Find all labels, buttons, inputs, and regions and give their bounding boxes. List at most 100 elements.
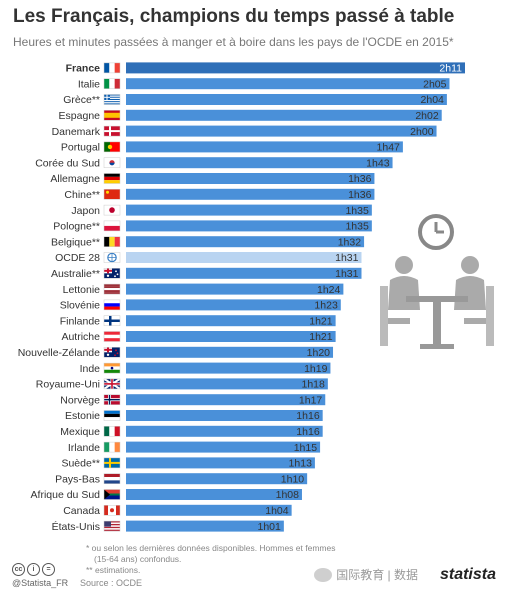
flag-oecd-icon	[103, 252, 121, 263]
bar-9	[126, 204, 372, 216]
twitter-handle[interactable]: @Statista_FR	[12, 578, 69, 588]
bar-17	[126, 331, 336, 342]
flag-fr-icon	[103, 62, 121, 74]
value-label-15: 1h23	[314, 300, 338, 312]
value-label-17: 1h21	[309, 331, 333, 343]
statista-logo[interactable]: statista	[439, 566, 496, 583]
bar-8	[126, 188, 375, 200]
bar-16	[126, 315, 336, 327]
bar-25	[126, 457, 315, 469]
value-label-8: 1h36	[348, 189, 372, 201]
category-label-6: Corée du Sud	[35, 157, 100, 169]
bar-5	[126, 141, 403, 153]
value-label-14: 1h24	[317, 284, 341, 296]
bar-23	[126, 425, 323, 437]
no-derivatives-icon[interactable]: =	[42, 563, 55, 576]
value-label-11: 1h32	[338, 236, 362, 248]
flag-nz-icon	[103, 347, 121, 358]
category-label-12: OCDE 28	[55, 252, 100, 264]
category-label-21: Norvège	[60, 394, 100, 406]
value-label-2: 2h04	[421, 94, 445, 106]
category-label-22: Estonie	[65, 410, 100, 422]
bar-28	[126, 504, 292, 516]
flag-us-icon	[103, 520, 121, 532]
flag-jp-icon	[103, 204, 121, 216]
value-label-25: 1h13	[289, 458, 313, 470]
category-label-27: Afrique du Sud	[31, 489, 101, 501]
value-label-13: 1h31	[335, 268, 359, 280]
bar-18	[126, 346, 334, 358]
footnote-line-3: ** estimations.	[86, 565, 141, 575]
bar-chart: France 2h11 Italie 2h05 Grèce** 2h04 Espagne 2h…	[18, 62, 465, 533]
flag-de-icon	[103, 173, 121, 184]
category-label-23: Mexique	[60, 426, 100, 438]
value-label-19: 1h19	[304, 363, 328, 375]
flag-in-icon	[103, 362, 121, 374]
category-label-24: Irlande	[68, 442, 100, 454]
category-label-1: Italie	[78, 78, 100, 90]
bar-14	[126, 283, 344, 295]
bar-6	[126, 157, 393, 169]
value-label-6: 1h43	[366, 157, 390, 169]
category-label-19: Inde	[80, 363, 101, 375]
footnote-line-1: * ou selon les dernières données disponi…	[86, 543, 336, 553]
flag-si-icon	[103, 299, 121, 311]
flag-lv-icon	[103, 283, 121, 295]
category-label-17: Autriche	[61, 331, 100, 343]
bar-1	[126, 78, 450, 90]
flag-it-icon	[103, 78, 121, 89]
bar-2	[126, 94, 447, 105]
cc-icon[interactable]: cc	[12, 563, 25, 576]
category-label-25: Suède**	[61, 458, 100, 470]
category-label-4: Danemark	[52, 126, 101, 138]
value-label-16: 1h21	[309, 315, 333, 327]
bar-20	[126, 378, 328, 390]
value-label-7: 1h36	[348, 173, 372, 185]
flag-za-icon	[103, 489, 121, 500]
flag-cn-icon	[103, 189, 121, 200]
category-label-20: Royaume-Uni	[36, 379, 100, 391]
bar-21	[126, 394, 326, 406]
value-label-21: 1h17	[299, 394, 323, 406]
value-label-10: 1h35	[345, 221, 369, 233]
value-label-29: 1h01	[257, 521, 281, 533]
flag-uk-icon	[103, 378, 121, 390]
footnotes: * ou selon les dernières données disponi…	[86, 543, 366, 576]
category-label-7: Allemagne	[50, 173, 100, 185]
attribution-icon[interactable]: i	[27, 563, 40, 576]
watermark: 国际教育 | 数据	[314, 566, 418, 583]
flag-ca-icon	[103, 505, 121, 516]
flag-fi-icon	[103, 315, 121, 326]
flag-se-icon	[103, 457, 121, 469]
category-label-29: États-Unis	[52, 520, 100, 533]
bar-4	[126, 125, 437, 137]
bar-26	[126, 473, 308, 485]
flag-ie-icon	[103, 441, 121, 453]
category-label-28: Canada	[63, 505, 100, 517]
bar-15	[126, 299, 341, 311]
category-label-10: Pologne**	[53, 221, 100, 233]
category-label-26: Pays-Bas	[55, 473, 100, 485]
footer-license: cc i = @Statista_FR	[12, 563, 68, 588]
value-label-18: 1h20	[307, 347, 331, 359]
bar-10	[126, 220, 372, 232]
flag-no-icon	[103, 394, 121, 405]
bar-13	[126, 267, 362, 279]
category-label-5: Portugal	[61, 142, 100, 154]
flag-ee-icon	[103, 410, 121, 421]
category-label-9: Japon	[71, 205, 100, 217]
flag-at-icon	[103, 331, 121, 342]
value-label-5: 1h47	[377, 142, 401, 154]
flag-au-icon	[103, 268, 121, 279]
category-label-13: Australie**	[51, 268, 100, 280]
value-label-26: 1h10	[281, 473, 305, 485]
flag-be-icon	[103, 236, 121, 247]
category-label-8: Chine**	[64, 189, 100, 201]
category-label-0: France	[66, 63, 101, 75]
chart-subtitle: Heures et minutes passées à manger et à …	[13, 35, 454, 49]
flag-nl-icon	[103, 473, 121, 484]
flag-pl-icon	[103, 220, 121, 232]
value-label-20: 1h18	[301, 379, 325, 391]
value-label-27: 1h08	[276, 489, 300, 501]
bar-29	[126, 520, 284, 532]
